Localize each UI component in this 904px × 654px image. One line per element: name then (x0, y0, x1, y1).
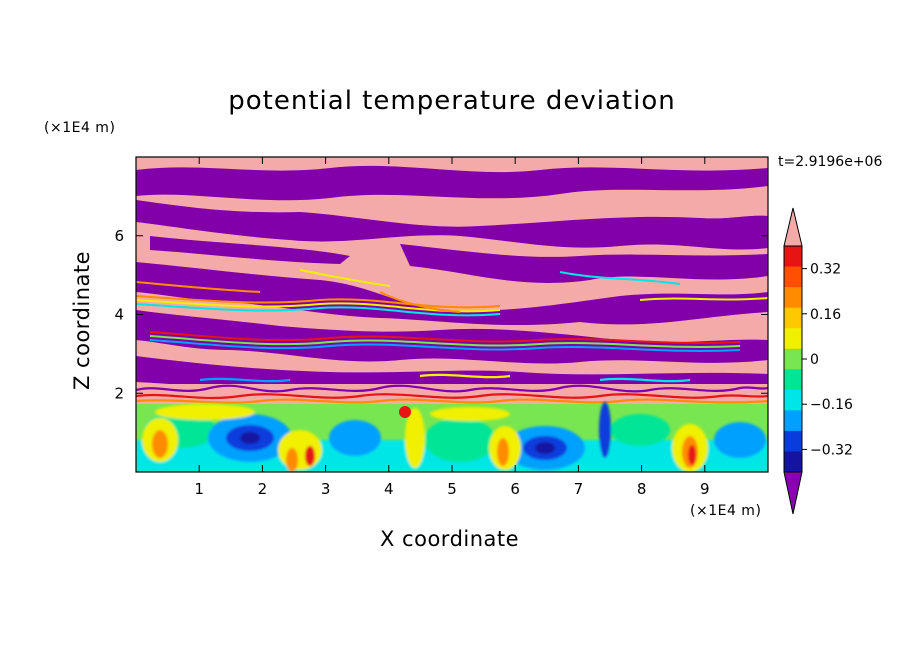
colorbar-tick-label: 0 (810, 352, 819, 368)
colorbar: 0.32 0.16 0 −0.16 −0.32 (783, 207, 853, 515)
y-tick-label: 4 (114, 306, 124, 324)
colorbar-bin (784, 287, 802, 309)
turbulent-lines (136, 373, 768, 404)
contour-field (136, 157, 768, 472)
x-tick-label: 1 (194, 480, 204, 498)
x-unit-label: (×1E4 m) (690, 503, 762, 519)
chart-title: potential temperature deviation (228, 86, 676, 116)
x-tick-label: 9 (700, 480, 710, 498)
colorbar-bin (784, 246, 802, 268)
y-tick-label: 2 (114, 384, 124, 402)
x-tick-label: 5 (447, 480, 457, 498)
purple-band-2 (136, 200, 768, 250)
colorbar-bin (784, 307, 802, 329)
colorbar-bin (784, 266, 802, 288)
purple-band-4 (400, 244, 768, 283)
colorbar-bin (784, 348, 802, 370)
x-tick-label: 8 (637, 480, 647, 498)
hot-spot (399, 406, 411, 418)
x-tick-label: 3 (321, 480, 331, 498)
colorbar-tick-label: −0.16 (810, 397, 853, 413)
purple-band-6 (136, 310, 768, 364)
x-tick-label: 4 (384, 480, 394, 498)
y-unit-label: (×1E4 m) (44, 120, 116, 136)
colorbar-bin (784, 451, 802, 473)
x-ticks: 1 2 3 4 5 6 7 8 9 (194, 157, 710, 498)
x-tick-label: 2 (258, 480, 268, 498)
colorbar-bin (784, 389, 802, 411)
time-label: t=2.9196e+06 (778, 154, 883, 170)
colorbar-tick-label: 0.16 (810, 307, 841, 323)
x-tick-label: 6 (510, 480, 520, 498)
purple-band-7 (136, 356, 768, 392)
transition-lines (136, 269, 768, 352)
colorbar-extend-top (783, 207, 803, 247)
colorbar-bin (784, 430, 802, 452)
colorbar-extend-bottom (783, 471, 803, 515)
colorbar-tick-label: 0.32 (810, 262, 841, 278)
x-tick-label: 7 (574, 480, 584, 498)
colorbar-tick-label: −0.32 (810, 442, 853, 458)
y-ticks: 2 4 6 (114, 227, 768, 402)
colorbar-bin (784, 369, 802, 391)
y-tick-label: 6 (114, 227, 124, 245)
x-axis-label: X coordinate (380, 527, 520, 551)
purple-band-1 (136, 165, 768, 201)
colorbar-bin (784, 328, 802, 350)
colorbar-bin (784, 410, 802, 432)
purple-band-3 (150, 236, 350, 264)
